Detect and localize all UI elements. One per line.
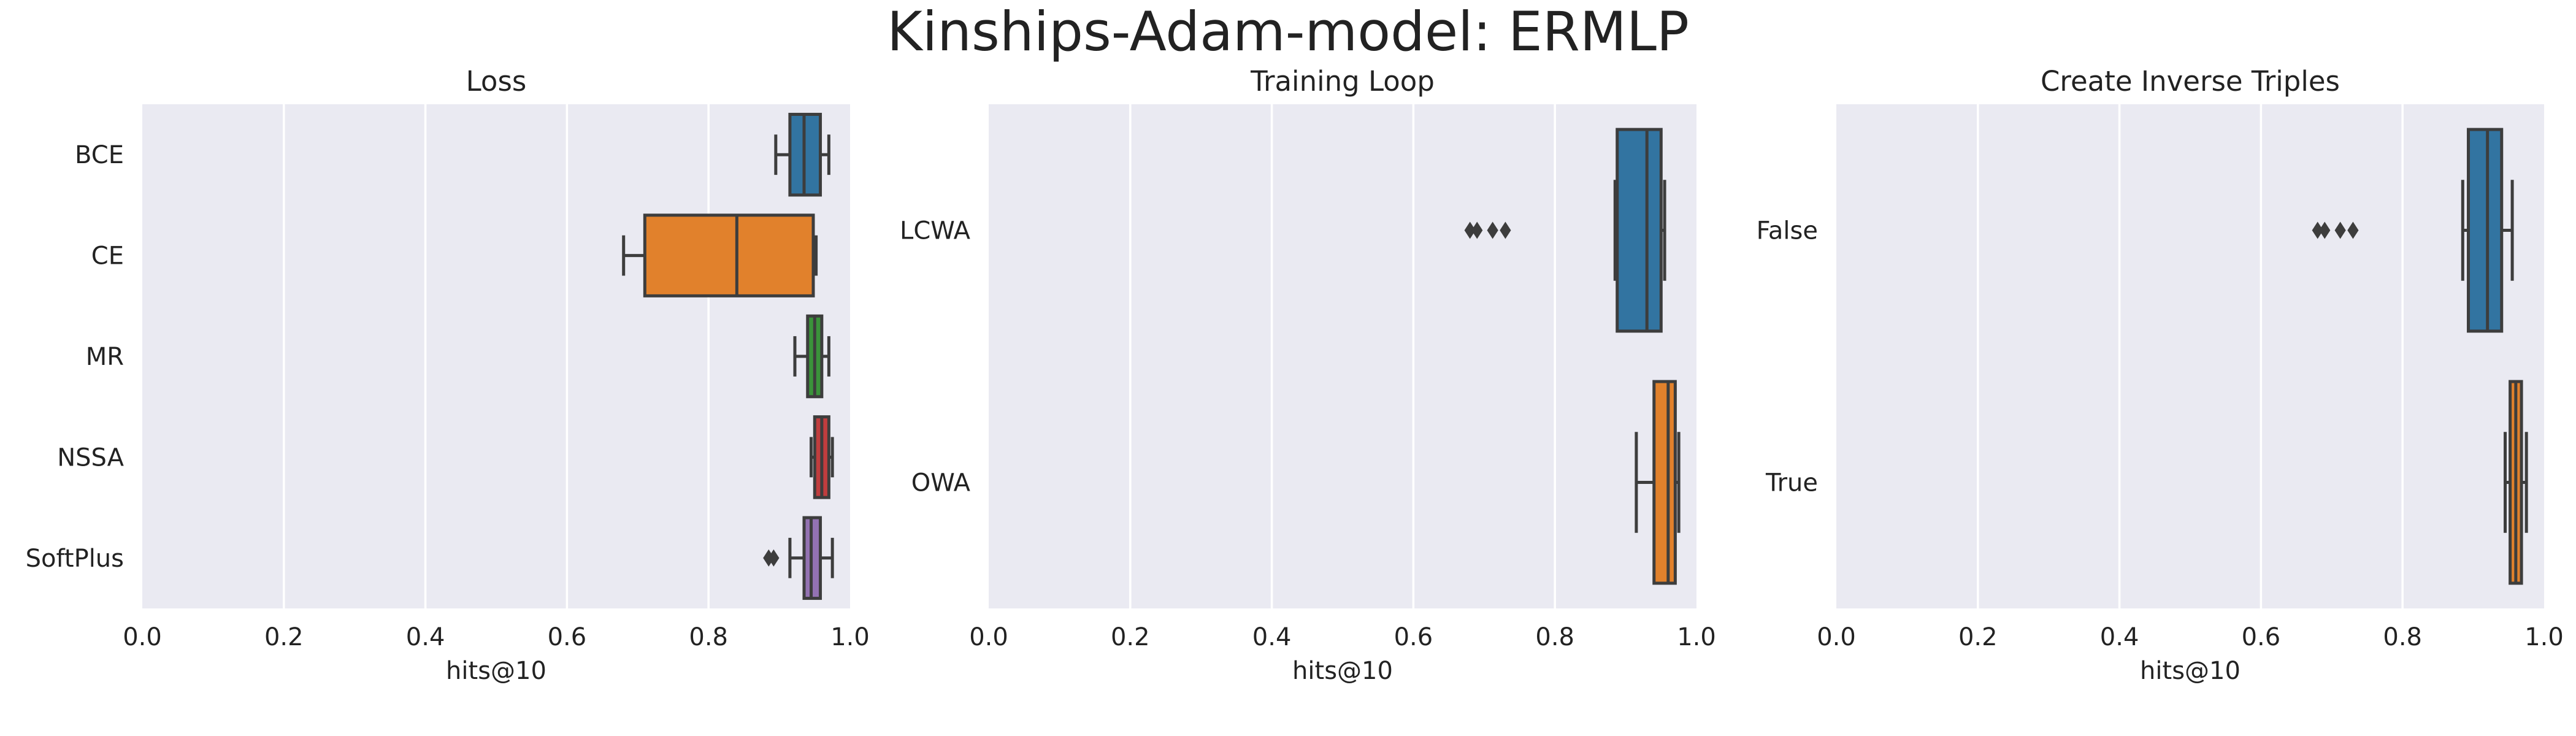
plot-area xyxy=(1836,104,2544,608)
x-tick-label: 0.6 xyxy=(548,623,587,651)
panel-title: Training Loop xyxy=(1250,65,1435,98)
x-tick-label: 0.4 xyxy=(2100,623,2139,651)
y-tick-label: SoftPlus xyxy=(26,545,124,573)
box-iqr xyxy=(2467,128,2504,333)
x-tick-label: 0.6 xyxy=(2242,623,2281,651)
x-axis-label: hits@10 xyxy=(1292,657,1393,685)
x-tick-label: 0.6 xyxy=(1394,623,1433,651)
box-MR xyxy=(793,314,830,399)
x-tick-label: 1.0 xyxy=(2524,623,2564,651)
box-BCE xyxy=(774,112,830,197)
box-NSSA xyxy=(810,415,834,499)
y-tick-label: True xyxy=(1765,469,1818,497)
box-True xyxy=(2504,380,2528,585)
x-tick-label: 0.4 xyxy=(1252,623,1292,651)
panel-title: Loss xyxy=(466,65,527,98)
y-tick-label: False xyxy=(1757,217,1818,245)
outlier-point xyxy=(1471,221,1483,239)
x-tick-label: 0.4 xyxy=(406,623,445,651)
y-tick-label: CE xyxy=(91,242,124,270)
x-tick-label: 0.2 xyxy=(264,623,304,651)
x-axis-label: hits@10 xyxy=(446,657,546,685)
box-False xyxy=(2312,128,2514,333)
outlier-point xyxy=(2312,221,2323,239)
x-tick-label: 1.0 xyxy=(830,623,870,651)
x-tick-label: 0.0 xyxy=(969,623,1008,651)
x-tick-label: 1.0 xyxy=(1677,623,1716,651)
y-tick-label: OWA xyxy=(911,469,971,497)
x-tick-label: 0.8 xyxy=(2383,623,2422,651)
box-CE xyxy=(622,213,818,297)
x-tick-label: 0.8 xyxy=(1535,623,1574,651)
box-SoftPlus xyxy=(763,516,834,600)
plot-area xyxy=(142,104,850,608)
x-axis-label: hits@10 xyxy=(2140,657,2241,685)
y-tick-label: NSSA xyxy=(57,443,124,472)
box-LCWA xyxy=(1464,128,1666,333)
outlier-point xyxy=(1464,221,1476,239)
figure-title: Kinships-Adam-model: ERMLP xyxy=(887,0,1689,63)
outlier-point xyxy=(2319,221,2331,239)
outlier-point xyxy=(768,549,780,567)
panels: 0.0 0.2 0.4 0.6 0.8 1.0 hits@10 Loss BCE CE MR NSSA… xyxy=(26,65,2564,685)
x-tick-label: 0.2 xyxy=(1958,623,1998,651)
y-tick-label: MR xyxy=(86,343,124,371)
outlier-point xyxy=(2334,221,2346,239)
chart-panel-1: 0.0 0.2 0.4 0.6 0.8 1.0 hits@10 Training Loop LC… xyxy=(900,65,1716,685)
outlier-point xyxy=(2347,221,2359,239)
panel-title: Create Inverse Triples xyxy=(2041,65,2340,98)
chart-panel-0: 0.0 0.2 0.4 0.6 0.8 1.0 hits@10 Loss BCE CE MR NSSA… xyxy=(26,65,870,685)
outlier-point xyxy=(1500,221,1511,239)
box-iqr xyxy=(1652,380,1677,585)
plot-area xyxy=(989,104,1696,608)
x-tick-label: 0.0 xyxy=(1817,623,1856,651)
box-OWA xyxy=(1635,380,1681,585)
x-tick-label: 0.8 xyxy=(689,623,728,651)
chart-panel-2: 0.0 0.2 0.4 0.6 0.8 1.0 hits@10 Create Inverse … xyxy=(1757,65,2564,685)
y-tick-label: BCE xyxy=(75,141,124,169)
x-tick-label: 0.0 xyxy=(123,623,162,651)
box-iqr xyxy=(643,213,815,297)
box-iqr xyxy=(1616,128,1663,333)
x-tick-label: 0.2 xyxy=(1111,623,1150,651)
y-tick-label: LCWA xyxy=(900,217,971,245)
outlier-point xyxy=(1487,221,1498,239)
